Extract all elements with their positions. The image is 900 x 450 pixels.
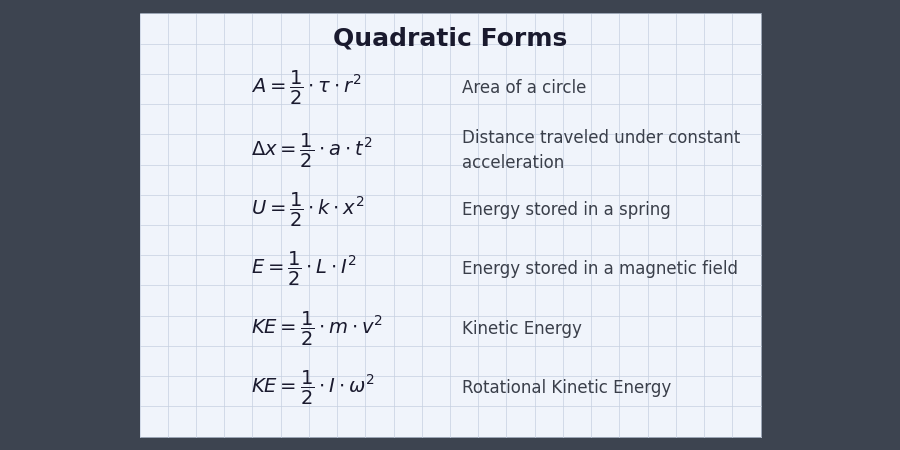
Text: $U = \dfrac{1}{2} \cdot k \cdot x^2$: $U = \dfrac{1}{2} \cdot k \cdot x^2$ — [251, 191, 364, 229]
Text: $KE = \dfrac{1}{2} \cdot m \cdot v^2$: $KE = \dfrac{1}{2} \cdot m \cdot v^2$ — [251, 310, 383, 348]
Text: $E = \dfrac{1}{2} \cdot L \cdot I^2$: $E = \dfrac{1}{2} \cdot L \cdot I^2$ — [251, 250, 357, 288]
Text: Energy stored in a magnetic field: Energy stored in a magnetic field — [463, 261, 738, 279]
Text: $A = \dfrac{1}{2} \cdot \tau \cdot r^2$: $A = \dfrac{1}{2} \cdot \tau \cdot r^2$ — [251, 68, 362, 107]
Text: Rotational Kinetic Energy: Rotational Kinetic Energy — [463, 379, 671, 397]
Text: Quadratic Forms: Quadratic Forms — [333, 26, 567, 50]
Text: $KE = \dfrac{1}{2} \cdot I \cdot \omega^2$: $KE = \dfrac{1}{2} \cdot I \cdot \omega^… — [251, 369, 375, 407]
Text: Kinetic Energy: Kinetic Energy — [463, 320, 582, 338]
Text: Distance traveled under constant
acceleration: Distance traveled under constant acceler… — [463, 130, 741, 172]
FancyBboxPatch shape — [140, 14, 760, 436]
Text: $\Delta x = \dfrac{1}{2} \cdot a \cdot t^2$: $\Delta x = \dfrac{1}{2} \cdot a \cdot t… — [251, 132, 373, 170]
Text: Area of a circle: Area of a circle — [463, 78, 587, 96]
Text: Energy stored in a spring: Energy stored in a spring — [463, 201, 671, 219]
